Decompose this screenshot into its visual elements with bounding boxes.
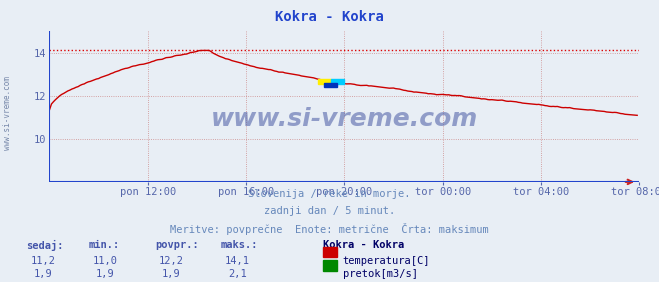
Text: 1,9: 1,9 xyxy=(162,269,181,279)
Text: 1,9: 1,9 xyxy=(34,269,52,279)
Text: 11,0: 11,0 xyxy=(93,256,118,266)
Text: www.si-vreme.com: www.si-vreme.com xyxy=(211,107,478,131)
Text: min.:: min.: xyxy=(89,240,120,250)
Text: 2,1: 2,1 xyxy=(228,269,246,279)
Text: 12,2: 12,2 xyxy=(159,256,184,266)
Text: 11,2: 11,2 xyxy=(30,256,55,266)
Text: Kokra - Kokra: Kokra - Kokra xyxy=(323,240,404,250)
Text: pretok[m3/s]: pretok[m3/s] xyxy=(343,269,418,279)
Text: temperatura[C]: temperatura[C] xyxy=(343,256,430,266)
Text: Meritve: povprečne  Enote: metrične  Črta: maksimum: Meritve: povprečne Enote: metrične Črta:… xyxy=(170,223,489,235)
Text: maks.:: maks.: xyxy=(221,240,258,250)
Text: zadnji dan / 5 minut.: zadnji dan / 5 minut. xyxy=(264,206,395,216)
Text: Kokra - Kokra: Kokra - Kokra xyxy=(275,10,384,24)
Bar xyxy=(331,78,344,84)
Text: 14,1: 14,1 xyxy=(225,256,250,266)
Text: www.si-vreme.com: www.si-vreme.com xyxy=(3,76,13,150)
Bar xyxy=(318,78,331,84)
Text: sedaj:: sedaj: xyxy=(26,240,64,251)
Text: 1,9: 1,9 xyxy=(96,269,115,279)
Bar xyxy=(324,83,337,87)
Text: povpr.:: povpr.: xyxy=(155,240,198,250)
Text: Slovenija / reke in morje.: Slovenija / reke in morje. xyxy=(248,189,411,199)
